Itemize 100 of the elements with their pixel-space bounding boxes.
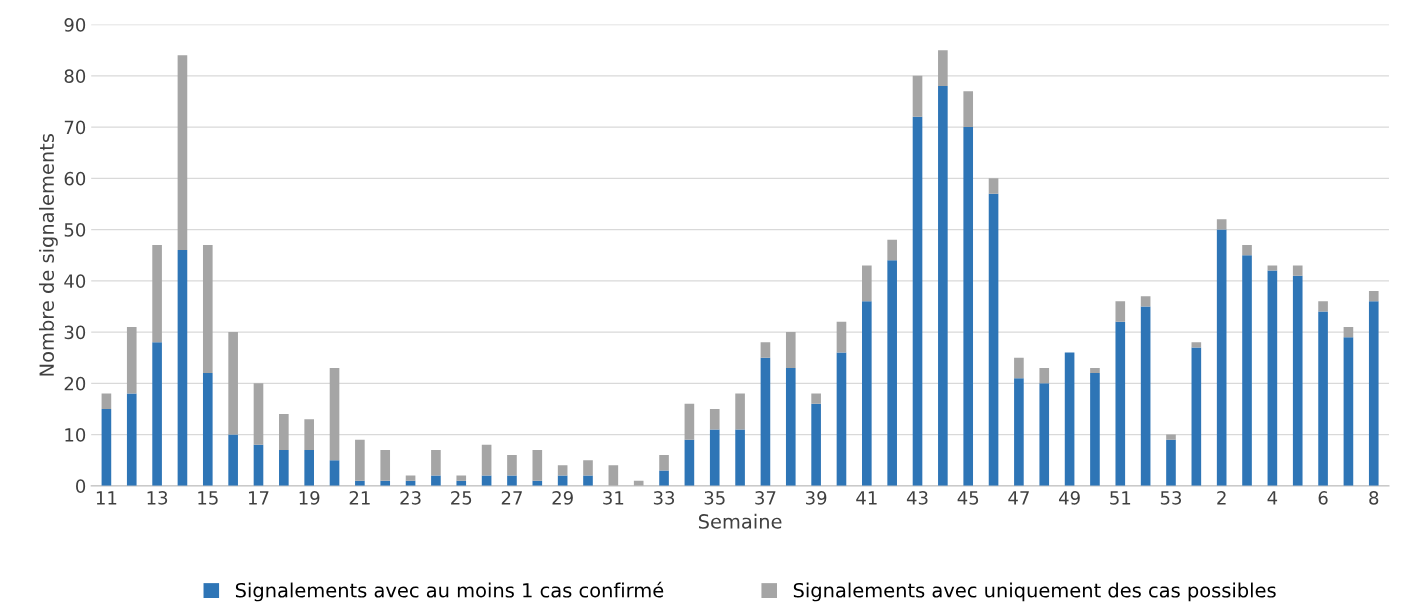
bar <box>811 393 821 404</box>
bar <box>912 75 923 117</box>
y-tick-label: 80 <box>64 69 86 83</box>
x-tick-label: 29 <box>552 491 573 505</box>
bar <box>1039 383 1050 486</box>
bar <box>228 434 238 486</box>
bar <box>152 342 162 486</box>
x-tick-label: 39 <box>806 491 827 505</box>
x-tick-label: 51 <box>1110 491 1131 505</box>
y-tick-label: 50 <box>64 223 86 237</box>
bar <box>1090 367 1100 374</box>
bar <box>1191 342 1202 348</box>
x-tick-label: 35 <box>704 491 725 505</box>
x-tick-label: 2 <box>1217 491 1226 505</box>
bar <box>862 265 872 302</box>
bar <box>1039 367 1050 384</box>
bar <box>1014 357 1024 379</box>
bar <box>380 449 391 481</box>
bar <box>355 439 365 481</box>
bar <box>126 393 137 486</box>
bar <box>912 116 923 486</box>
bar <box>1140 296 1151 307</box>
bar <box>988 193 999 486</box>
bar <box>1064 352 1075 486</box>
x-tick-label: 23 <box>400 491 421 505</box>
bar <box>709 408 720 430</box>
bar <box>481 444 492 476</box>
bar <box>253 444 264 486</box>
x-tick-label: 41 <box>856 491 877 505</box>
bar <box>1242 255 1252 486</box>
bar <box>152 244 162 343</box>
x-tick-label: 17 <box>248 491 269 505</box>
bar <box>329 460 340 486</box>
x-tick-label: 19 <box>299 491 320 505</box>
bar <box>785 332 796 368</box>
x-tick-label: 45 <box>957 491 979 505</box>
bar <box>126 326 137 394</box>
x-tick-label: 47 <box>1008 491 1029 505</box>
y-tick-label: 20 <box>64 376 86 391</box>
bar <box>760 357 771 486</box>
bar <box>938 86 948 486</box>
bar <box>811 403 821 486</box>
bar <box>1368 301 1379 486</box>
bar <box>1318 311 1328 486</box>
bar <box>583 460 593 476</box>
bar <box>279 449 289 486</box>
bar <box>836 352 847 486</box>
bar <box>253 383 264 445</box>
x-tick-label: 37 <box>755 491 776 505</box>
bar <box>177 250 188 486</box>
x-tick-label: 8 <box>1369 491 1379 505</box>
bar <box>1292 265 1303 276</box>
bar <box>963 91 974 128</box>
bar <box>532 449 543 481</box>
bar <box>456 475 467 481</box>
bar <box>862 301 872 486</box>
legend-label: Signalements avec au moins 1 cas confirmé <box>235 581 664 602</box>
y-tick-label: 60 <box>64 171 86 186</box>
x-tick-label: 33 <box>653 491 675 505</box>
bar <box>785 367 796 486</box>
bar <box>684 403 695 440</box>
x-tick-label: 43 <box>906 491 928 505</box>
bar <box>304 419 314 450</box>
bar <box>735 429 745 486</box>
bar <box>304 449 314 486</box>
bar <box>279 414 289 450</box>
bar <box>507 455 517 476</box>
bar <box>608 465 619 486</box>
bar <box>202 373 213 486</box>
y-tick-label: 40 <box>64 274 86 288</box>
bar <box>659 455 669 471</box>
x-tick-label: 25 <box>451 491 472 505</box>
bar <box>101 408 112 486</box>
bar <box>887 260 897 486</box>
bar <box>659 470 669 486</box>
y-axis-title: Nombre de signalements <box>38 133 58 376</box>
y-tick-label: 70 <box>64 120 86 135</box>
bar <box>405 475 416 481</box>
bar <box>583 475 593 486</box>
bar <box>1090 373 1100 486</box>
x-tick-label: 11 <box>96 491 117 505</box>
bar <box>228 332 238 435</box>
bar <box>329 367 340 461</box>
bar <box>709 429 720 486</box>
bar <box>963 127 974 486</box>
bar <box>1115 321 1126 486</box>
x-tick-label: 6 <box>1318 491 1328 505</box>
bar <box>938 50 948 87</box>
y-tick-label: 10 <box>65 428 86 442</box>
x-tick-label: 15 <box>198 491 218 505</box>
bar <box>1140 306 1151 486</box>
bar <box>684 439 695 486</box>
y-tick-label: 90 <box>64 18 86 32</box>
bar <box>1343 326 1354 338</box>
bar <box>1014 378 1024 486</box>
bar <box>1318 301 1328 312</box>
bar <box>1166 434 1176 440</box>
x-tick-label: 13 <box>147 491 168 505</box>
bar <box>988 178 999 194</box>
bar <box>507 475 517 486</box>
